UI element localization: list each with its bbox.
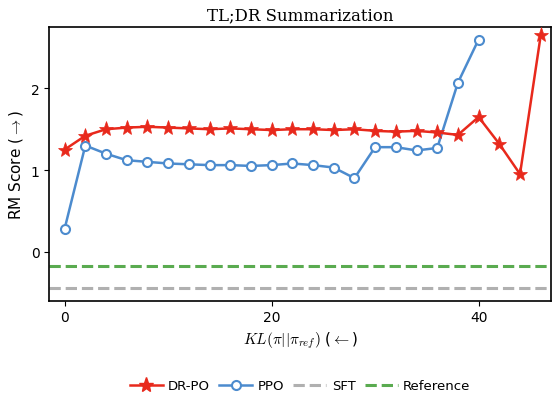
Title: TL;DR Summarization: TL;DR Summarization <box>207 7 393 24</box>
X-axis label: $KL(\pi||\pi_{ref})$ ($\leftarrow$): $KL(\pi||\pi_{ref})$ ($\leftarrow$) <box>243 330 358 350</box>
Y-axis label: RM Score ($\rightarrow$): RM Score ($\rightarrow$) <box>7 110 25 219</box>
Legend: DR-PO, PPO, SFT, Reference: DR-PO, PPO, SFT, Reference <box>124 374 475 398</box>
